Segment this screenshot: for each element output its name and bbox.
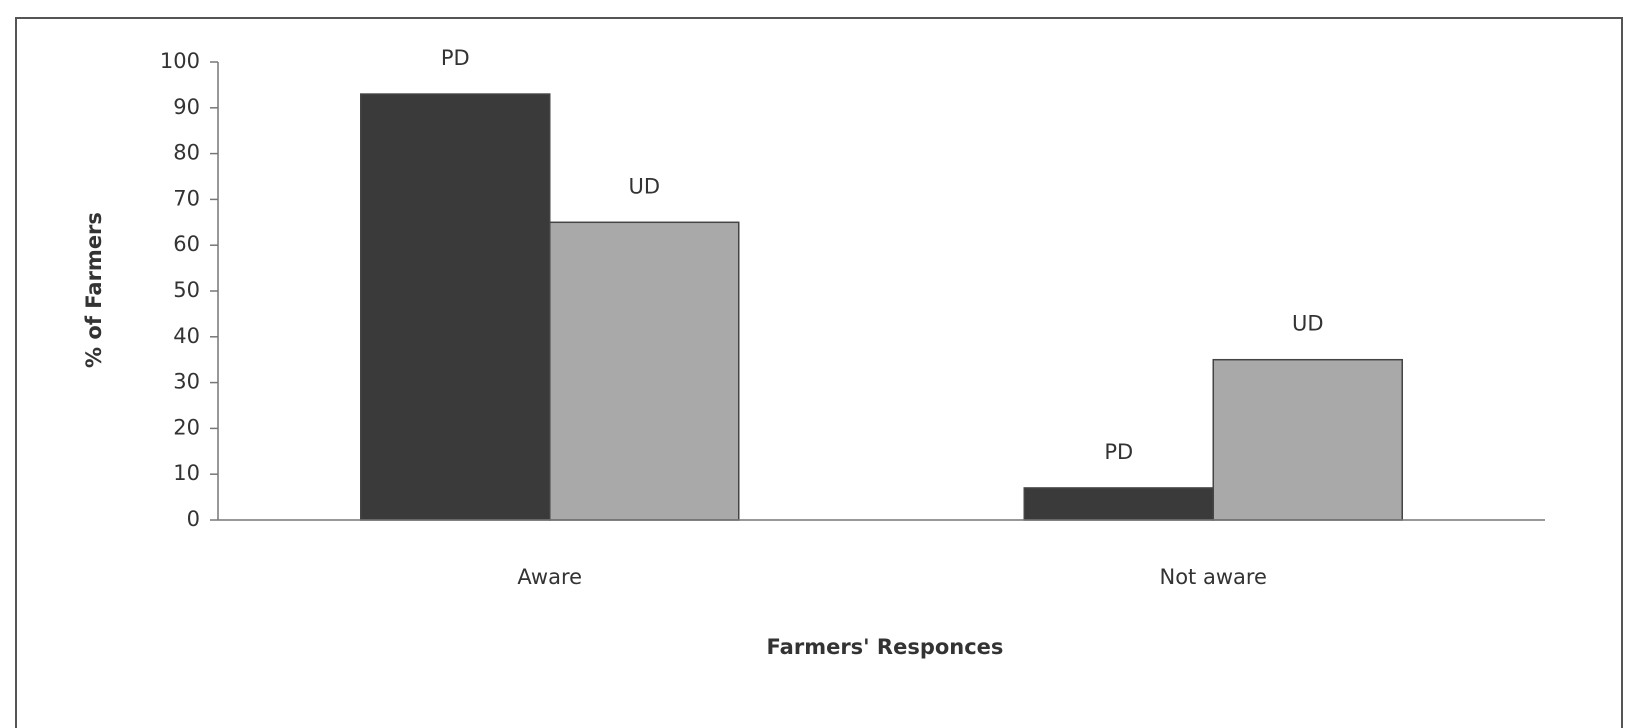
bar-series-label: UD <box>628 174 660 198</box>
bar <box>549 221 740 521</box>
bar-series-label: PD <box>1104 440 1133 464</box>
y-tick-label: 90 <box>173 95 200 119</box>
y-tick-label: 100 <box>160 49 200 73</box>
y-tick-label: 20 <box>173 415 200 439</box>
y-tick-label: 50 <box>173 278 200 302</box>
x-axis-title: Farmers' Responces <box>767 635 1004 659</box>
x-tick-label: Aware <box>517 565 582 589</box>
bar <box>360 93 551 521</box>
y-tick-label: 30 <box>173 370 200 394</box>
y-tick-label: 0 <box>187 507 200 531</box>
bar-series-label: PD <box>441 46 470 70</box>
y-tick-label: 70 <box>173 186 200 210</box>
y-tick-label: 60 <box>173 232 200 256</box>
x-tick-label: Not aware <box>1160 565 1267 589</box>
bar-series-label: UD <box>1292 312 1324 336</box>
y-axis-title: % of Farmers <box>82 212 106 368</box>
bar <box>1023 487 1214 521</box>
y-tick-label: 40 <box>173 324 200 348</box>
bar <box>1212 358 1403 521</box>
y-tick-label: 80 <box>173 141 200 165</box>
y-tick-label: 10 <box>173 461 200 485</box>
